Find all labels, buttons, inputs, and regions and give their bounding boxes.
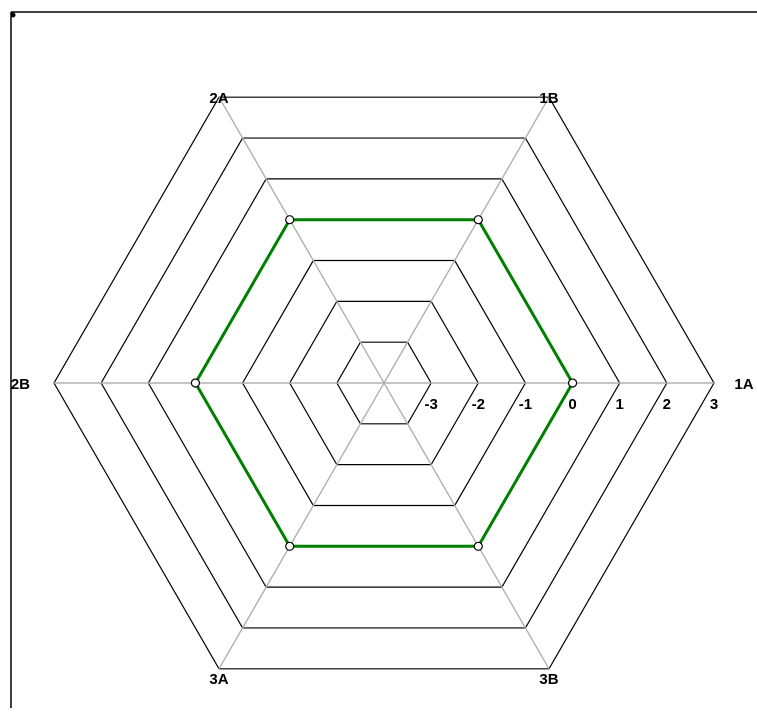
series-layer [190, 215, 578, 551]
spoke-3A [218, 382, 385, 670]
frame-corner-dot [10, 12, 16, 18]
tick-label: 2 [663, 396, 671, 413]
axis-label-2B: 2B [11, 376, 30, 393]
tick-label: -2 [472, 396, 485, 413]
scale-tick-labels: -3 -2 -1 0 1 2 3 [424, 396, 718, 413]
data-point-3A [285, 541, 295, 551]
data-point-1A [567, 378, 578, 388]
tick-label: 1 [616, 396, 624, 413]
axis-label-1B: 1B [539, 90, 558, 107]
tick-label: 3 [710, 396, 718, 413]
grid-spokes [54, 96, 714, 670]
axis-label-3B: 3B [539, 671, 558, 688]
tick-label: 0 [568, 396, 576, 413]
tick-label: -3 [424, 396, 437, 413]
tick-label: -1 [519, 396, 532, 413]
data-point-3B [473, 541, 483, 551]
data-point-1B [473, 215, 483, 225]
spoke-2A [218, 96, 385, 384]
spoke-3B [383, 382, 550, 670]
axis-labels: 1A 1B 2A 2B 3A 3B [11, 90, 754, 688]
spoke-1B [383, 96, 550, 384]
data-point-2A [285, 215, 295, 225]
data-point-2B [190, 378, 201, 388]
axis-label-1A: 1A [734, 376, 753, 393]
axis-label-3A: 3A [209, 671, 228, 688]
axis-label-2A: 2A [209, 90, 228, 107]
